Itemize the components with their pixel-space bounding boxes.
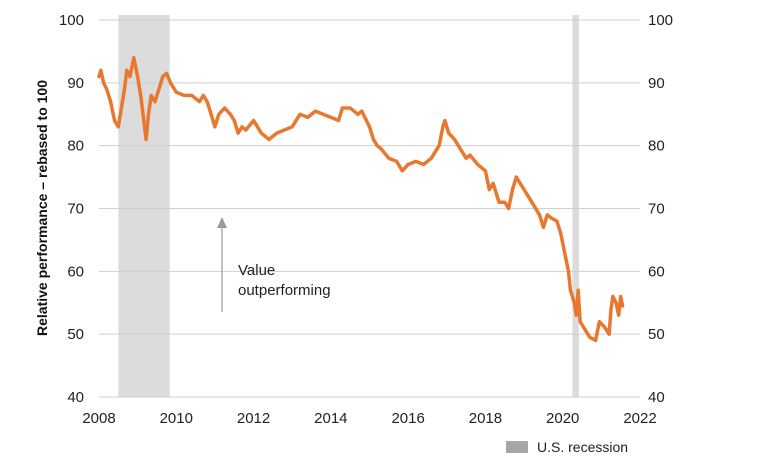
y-right-tick-label-80: 80 bbox=[648, 138, 665, 155]
annotation-value-outperforming: Value outperforming bbox=[217, 217, 331, 312]
y-right-tick-label-50: 50 bbox=[648, 326, 665, 343]
y-right-tick-label-70: 70 bbox=[648, 201, 665, 218]
x-tick-label-2020: 2020 bbox=[546, 410, 579, 427]
y-left-tick-label-70: 70 bbox=[67, 201, 84, 218]
y-axis-left-ticks: 40 50 60 70 80 90 100 bbox=[59, 12, 84, 406]
legend-label-recession: U.S. recession bbox=[537, 439, 628, 455]
arrow-up-icon bbox=[217, 217, 227, 228]
y-right-tick-label-40: 40 bbox=[648, 389, 665, 406]
y-right-tick-label-100: 100 bbox=[648, 12, 673, 29]
legend-swatch-recession bbox=[506, 441, 528, 453]
x-tick-label-2010: 2010 bbox=[160, 410, 193, 427]
x-axis-ticks: 2008 2010 2012 2014 2016 2018 2020 2022 bbox=[82, 410, 656, 427]
x-tick-label-2018: 2018 bbox=[469, 410, 502, 427]
x-tick-label-2022: 2022 bbox=[623, 410, 656, 427]
y-left-tick-label-40: 40 bbox=[67, 389, 84, 406]
x-tick-label-2012: 2012 bbox=[237, 410, 270, 427]
x-tick-label-2014: 2014 bbox=[314, 410, 347, 427]
annotation-text-line1: Value bbox=[238, 262, 275, 279]
legend: U.S. recession bbox=[506, 439, 628, 455]
x-tick-label-2016: 2016 bbox=[391, 410, 424, 427]
y-left-tick-label-50: 50 bbox=[67, 326, 84, 343]
y-right-tick-label-90: 90 bbox=[648, 75, 665, 92]
series-line-1 bbox=[97, 55, 625, 343]
y-axis-label: Relative performance – rebased to 100 bbox=[34, 80, 50, 336]
recession-band-2 bbox=[572, 15, 579, 397]
y-right-tick-label-60: 60 bbox=[648, 263, 665, 280]
y-left-tick-label-90: 90 bbox=[67, 75, 84, 92]
annotation-text-line2: outperforming bbox=[238, 282, 331, 299]
x-tick-label-2008: 2008 bbox=[82, 410, 115, 427]
grid-lines bbox=[99, 19, 640, 398]
y-left-tick-label-100: 100 bbox=[59, 12, 84, 29]
y-axis-right-ticks: 40 50 60 70 80 90 100 bbox=[648, 12, 673, 406]
y-left-tick-label-60: 60 bbox=[67, 263, 84, 280]
series-line-layer bbox=[97, 55, 625, 343]
y-left-tick-label-80: 80 bbox=[67, 138, 84, 155]
